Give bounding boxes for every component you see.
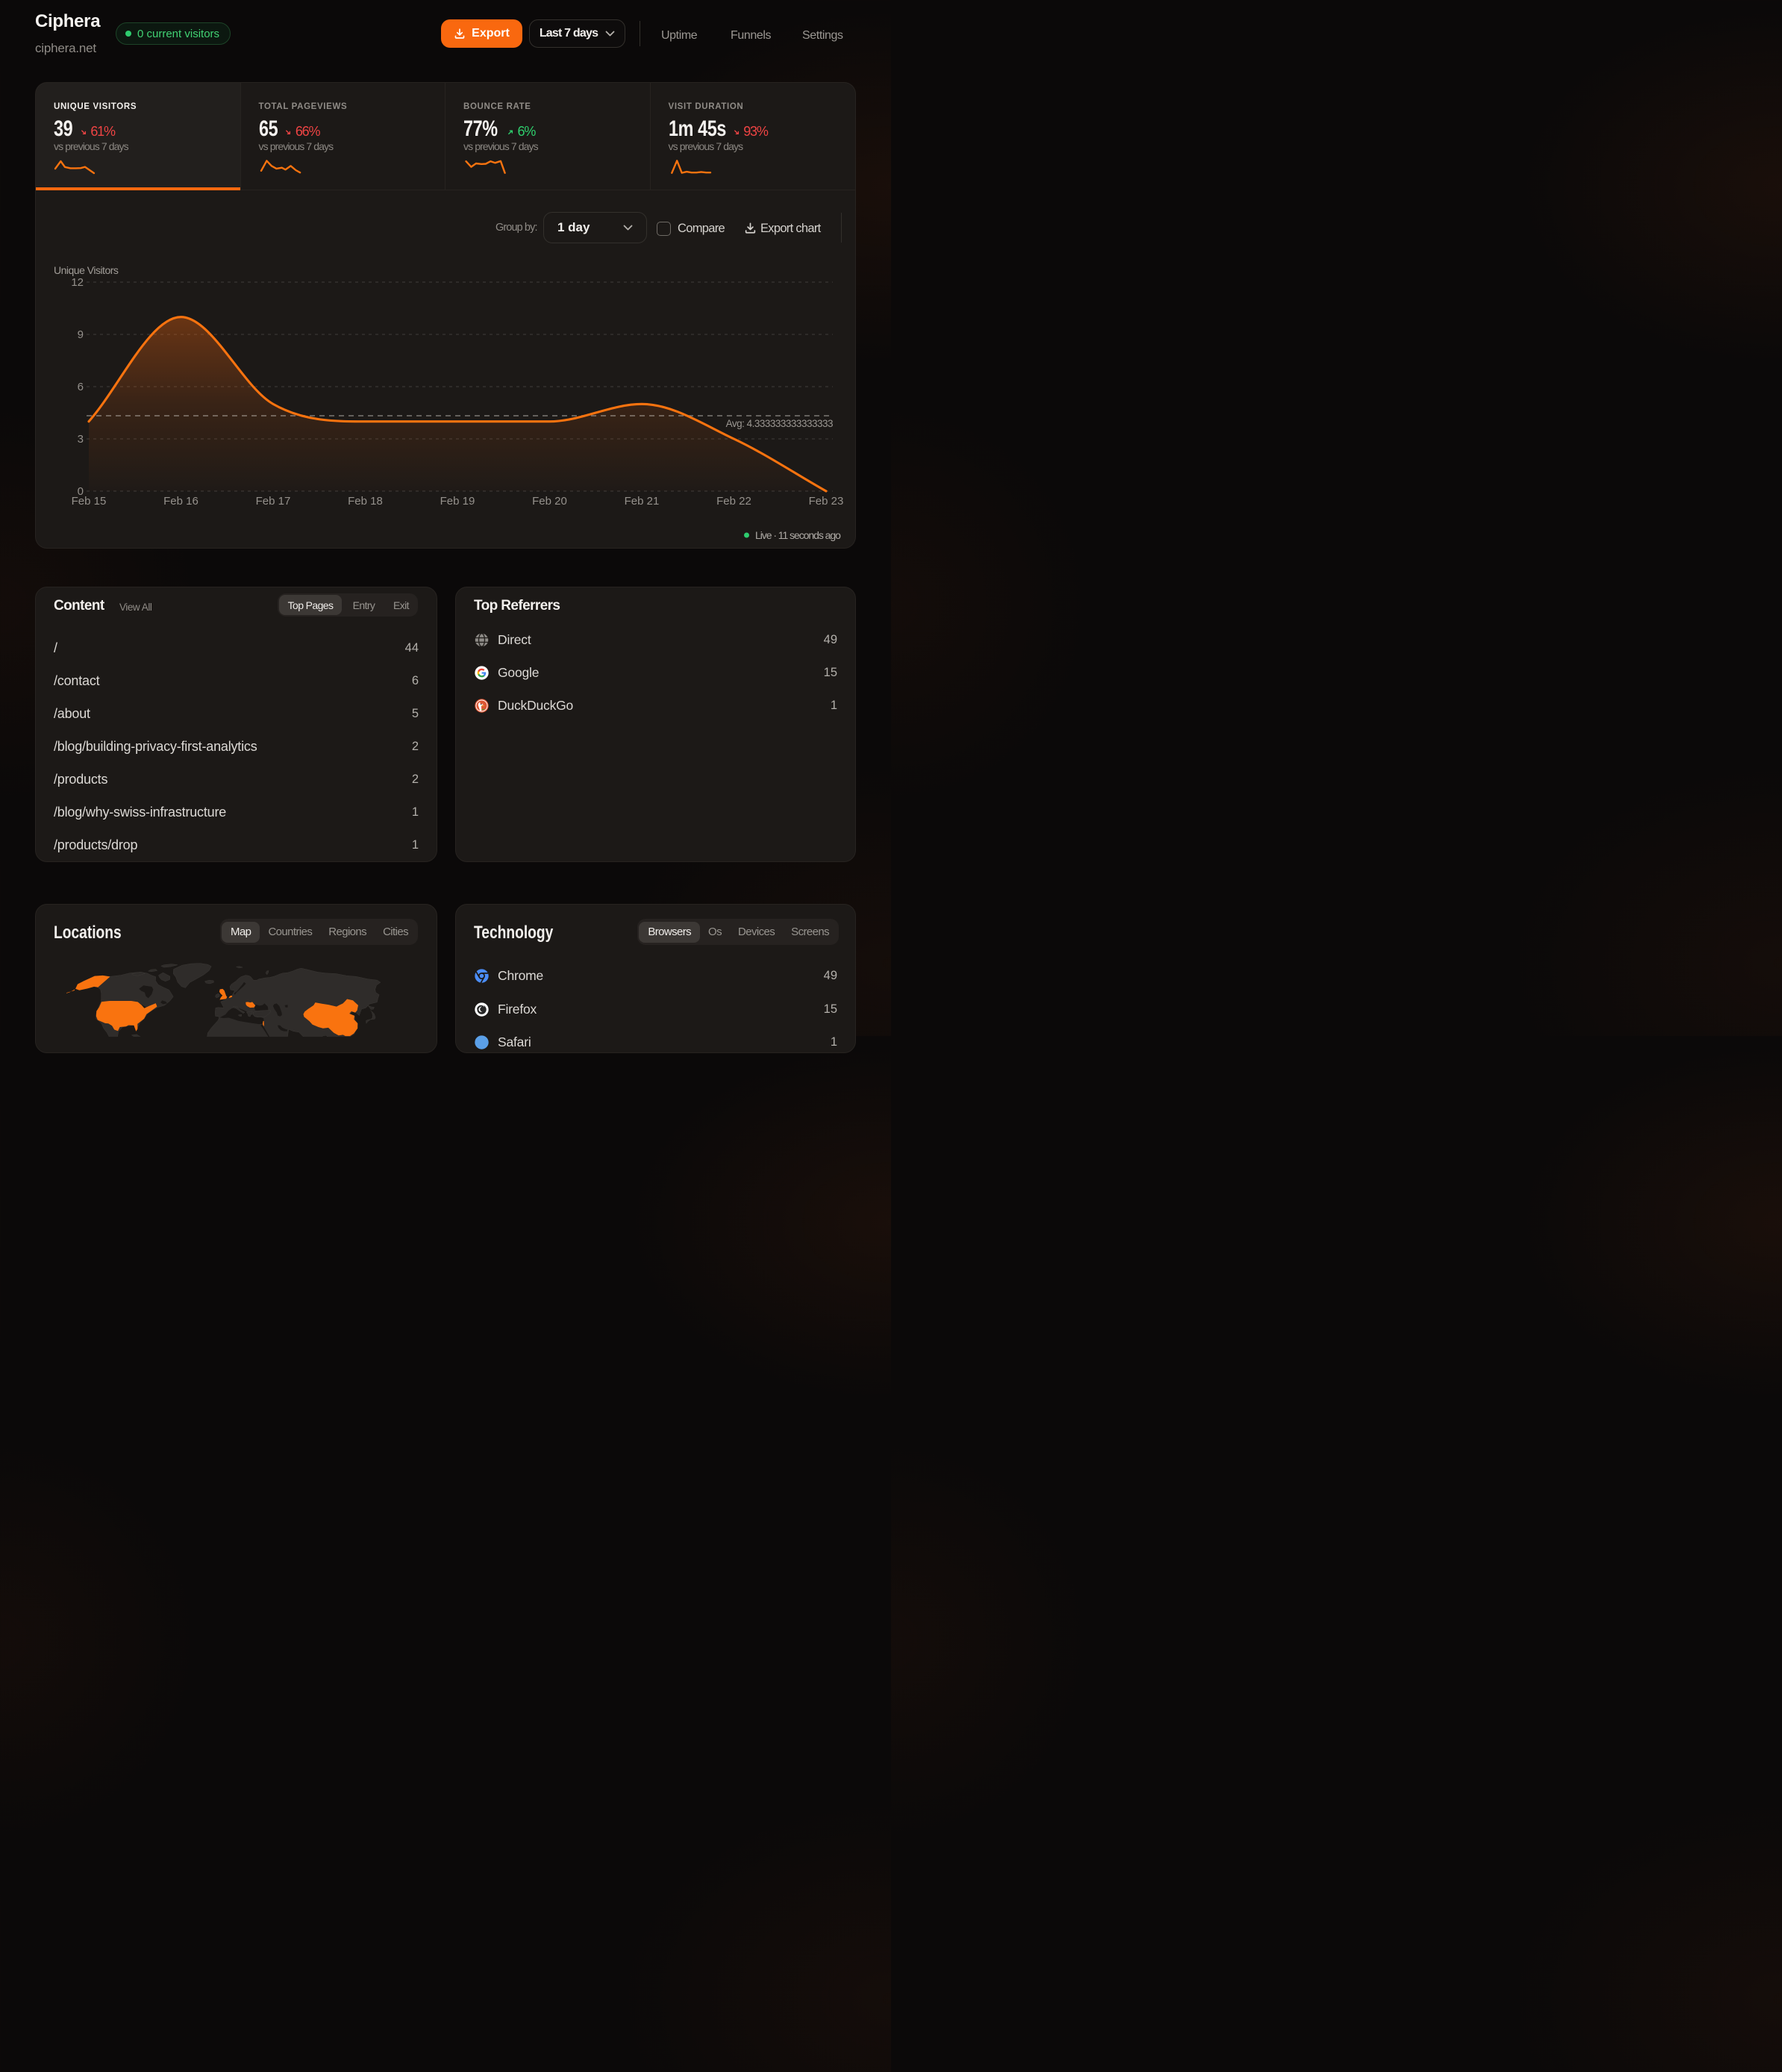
- svg-text:12: 12: [71, 276, 84, 289]
- svg-text:Feb 16: Feb 16: [163, 495, 198, 508]
- svg-text:9: 9: [78, 328, 84, 341]
- svg-text:Avg: 4.333333333333333: Avg: 4.333333333333333: [726, 418, 833, 429]
- svg-text:6: 6: [78, 381, 84, 393]
- svg-text:Feb 19: Feb 19: [440, 495, 475, 508]
- svg-text:Feb 21: Feb 21: [625, 495, 660, 508]
- svg-text:Feb 23: Feb 23: [809, 495, 844, 508]
- svg-text:Feb 17: Feb 17: [256, 495, 291, 508]
- svg-text:Feb 20: Feb 20: [532, 495, 567, 508]
- svg-text:Live · 11 seconds ago: Live · 11 seconds ago: [755, 529, 841, 541]
- svg-text:0: 0: [78, 485, 84, 498]
- svg-text:Feb 18: Feb 18: [348, 495, 383, 508]
- svg-text:3: 3: [78, 433, 84, 446]
- svg-text:Feb 22: Feb 22: [716, 495, 751, 508]
- svg-text:Feb 15: Feb 15: [72, 495, 107, 508]
